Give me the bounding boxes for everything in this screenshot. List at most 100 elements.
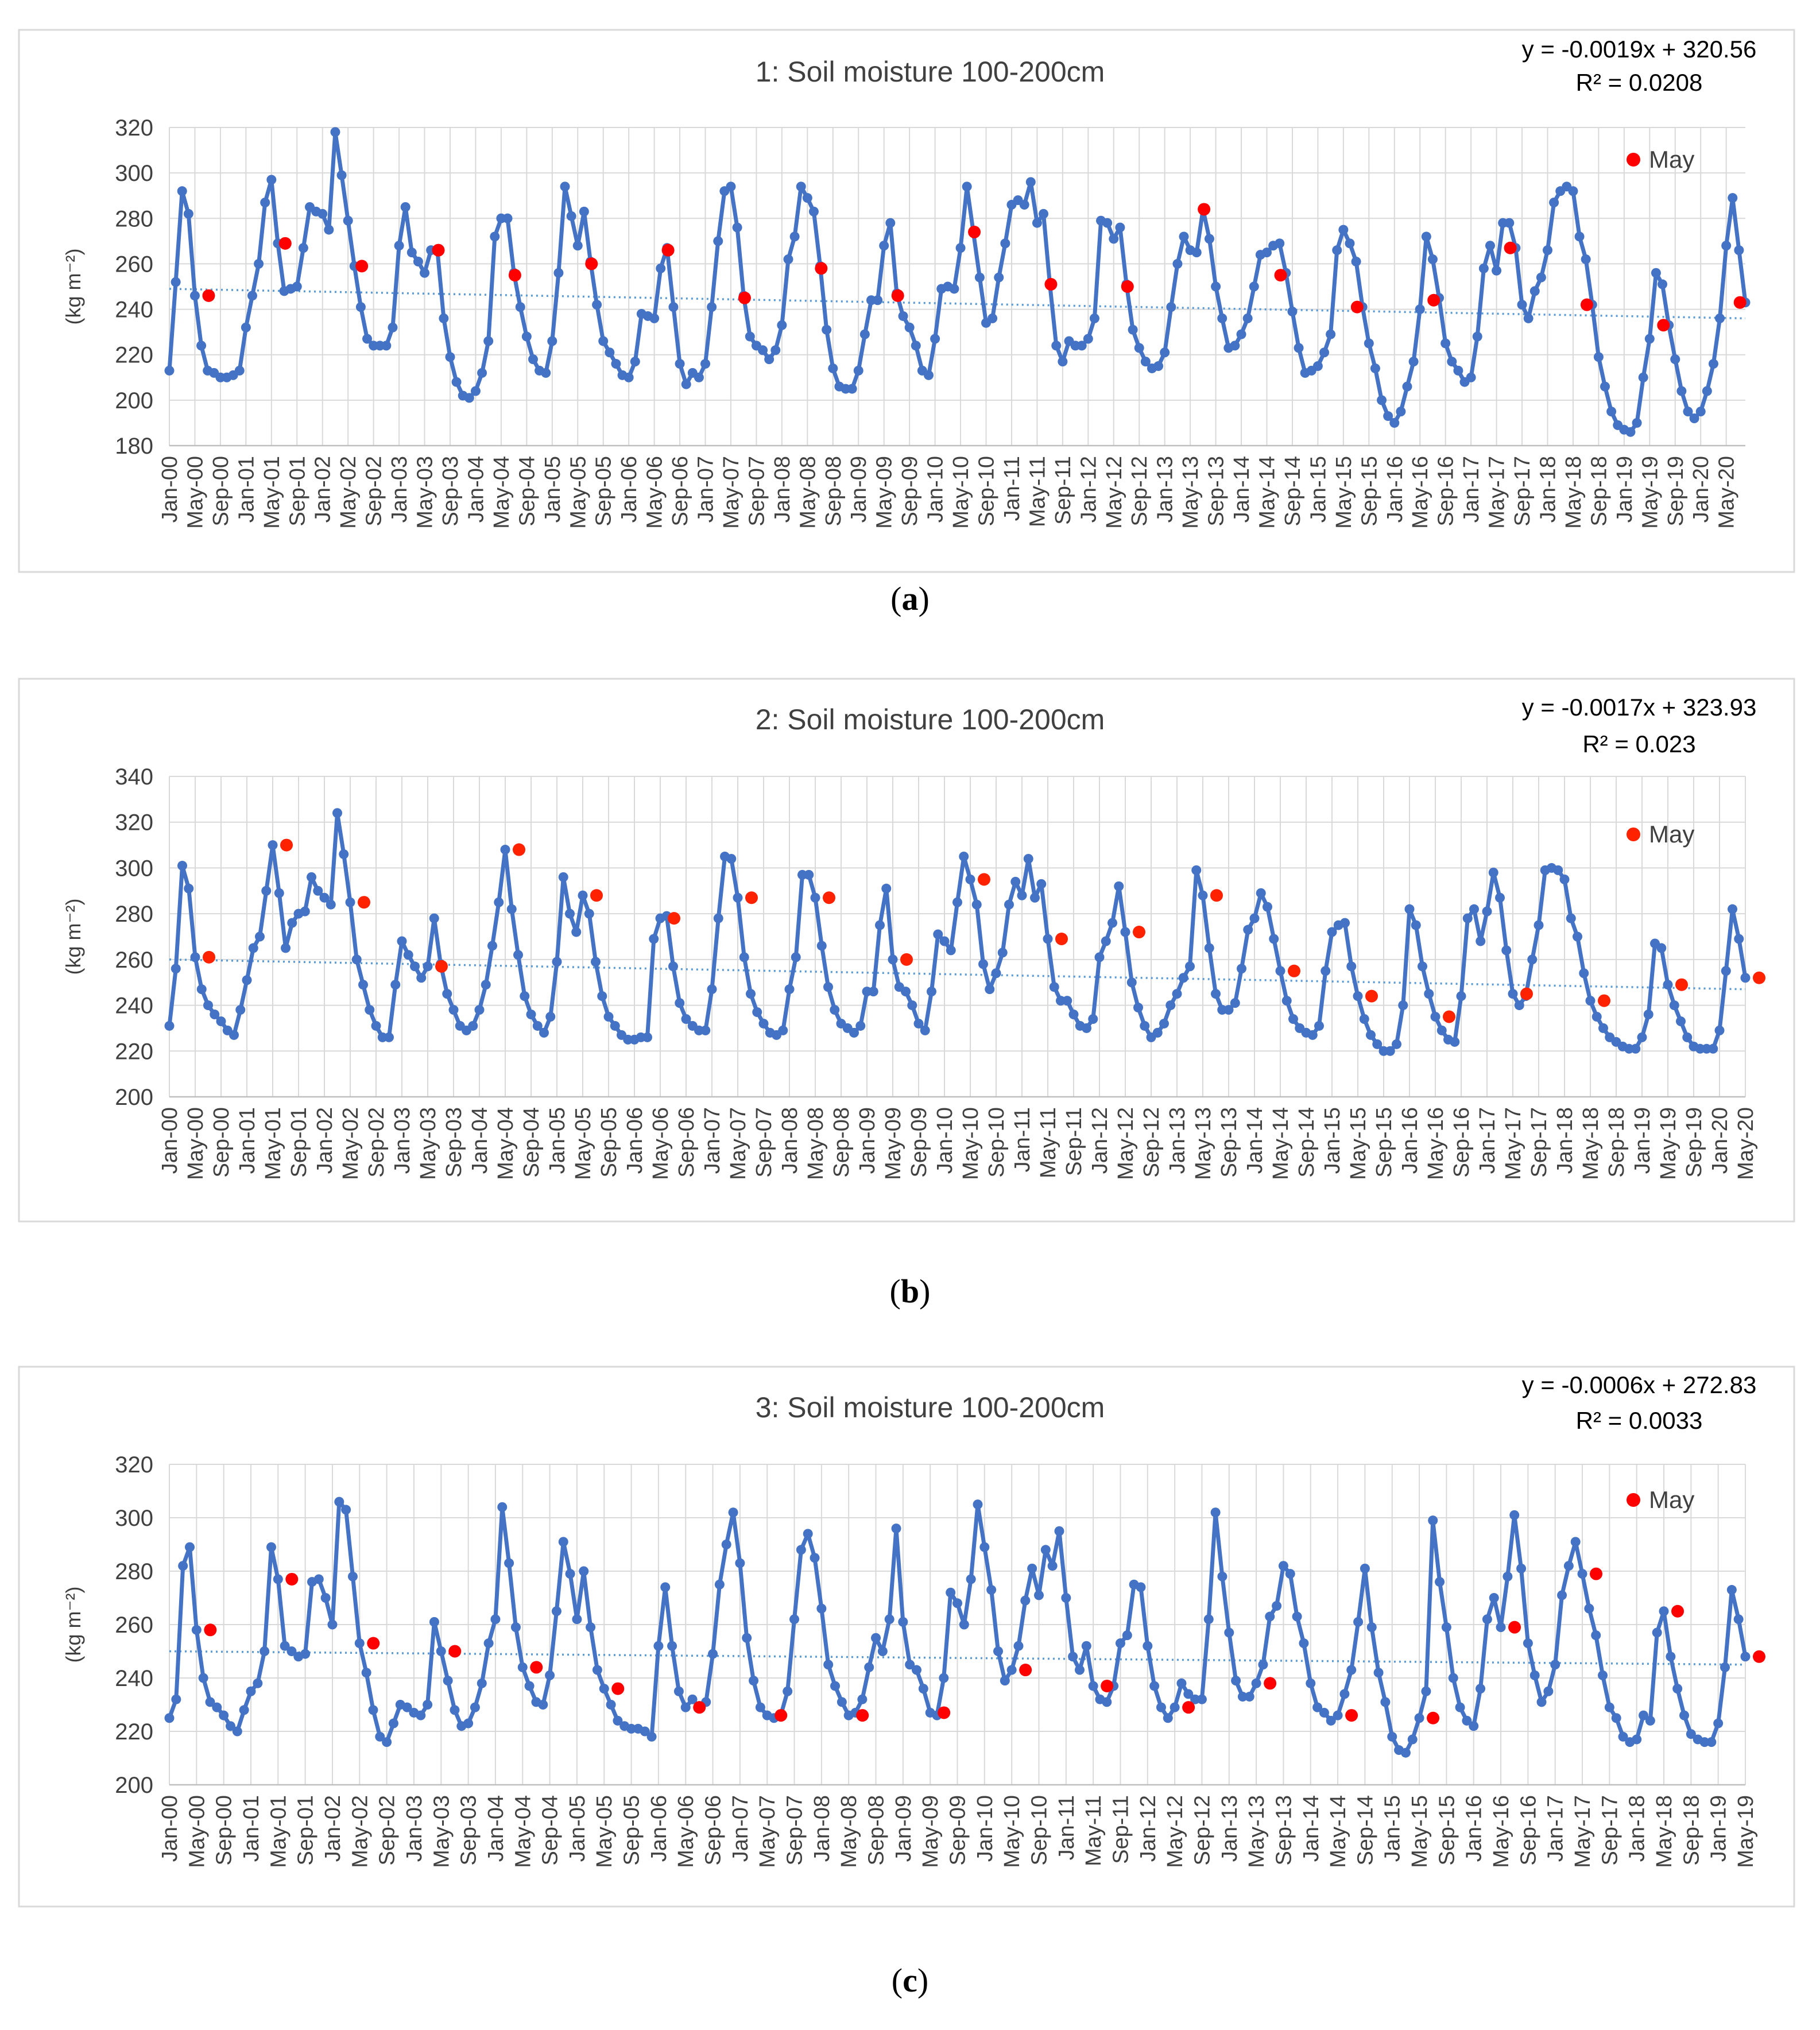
data-point: [254, 258, 264, 269]
data-point: [1695, 407, 1706, 417]
data-point: [952, 1598, 962, 1608]
data-point: [1372, 1039, 1383, 1049]
data-point: [164, 1713, 175, 1723]
y-axis-title: (kg m⁻²): [61, 249, 85, 325]
may-point: [585, 257, 598, 270]
data-point: [390, 980, 401, 990]
data-point: [1663, 980, 1673, 990]
x-tick-label: May-16: [1408, 456, 1432, 529]
data-point: [1346, 961, 1357, 972]
data-point: [1272, 1600, 1282, 1611]
data-point: [1469, 1721, 1479, 1731]
data-point: [1231, 1676, 1241, 1686]
data-point: [1292, 1611, 1302, 1622]
data-point: [1658, 279, 1668, 289]
data-point: [334, 1497, 344, 1507]
data-point: [1428, 1515, 1438, 1526]
x-tick-label: Sep-03: [457, 1795, 481, 1866]
data-point: [1170, 1702, 1180, 1712]
data-point: [1230, 998, 1240, 1008]
data-point: [979, 1542, 990, 1552]
x-tick-label: Jan-19: [1707, 1795, 1731, 1862]
data-point: [1265, 1611, 1275, 1622]
x-tick-label: May-09: [881, 1107, 905, 1180]
data-point: [1153, 361, 1164, 371]
data-point: [362, 334, 373, 344]
data-point: [358, 980, 368, 990]
data-point: [1728, 193, 1738, 203]
data-point: [196, 341, 207, 351]
trend-equation: y = -0.0017x + 323.93: [1522, 694, 1757, 721]
x-tick-label: May-16: [1424, 1107, 1448, 1180]
data-point: [1269, 934, 1279, 944]
data-point: [1058, 357, 1068, 367]
data-point: [420, 268, 430, 278]
data-point: [789, 231, 800, 242]
data-point: [823, 982, 833, 992]
data-point: [1242, 313, 1253, 323]
data-point: [1023, 853, 1033, 864]
data-point: [694, 372, 704, 382]
data-point: [307, 872, 316, 882]
data-point: [605, 347, 615, 358]
data-point: [707, 302, 717, 312]
data-point: [189, 291, 200, 301]
may-point: [968, 226, 981, 239]
data-point: [510, 1622, 521, 1633]
data-point: [1043, 934, 1053, 944]
data-point: [1585, 996, 1596, 1006]
data-point: [1686, 1729, 1696, 1739]
data-point: [1115, 1638, 1125, 1649]
data-point: [579, 1566, 589, 1576]
data-point: [443, 1676, 453, 1686]
data-point: [210, 1010, 220, 1020]
data-point: [959, 852, 969, 861]
data-point: [1591, 1012, 1602, 1022]
data-point: [490, 231, 500, 242]
data-point: [1529, 1670, 1540, 1680]
data-point: [1249, 913, 1260, 923]
x-tick-label: Sep-08: [865, 1795, 889, 1866]
data-point: [1115, 222, 1125, 233]
data-point: [177, 186, 187, 196]
x-tick-label: May-13: [1245, 1795, 1269, 1868]
data-point: [668, 302, 679, 312]
data-point: [1360, 1563, 1370, 1573]
data-point: [1172, 258, 1183, 269]
data-point: [184, 883, 194, 894]
x-tick-label: Jan-10: [973, 1795, 997, 1862]
data-point: [571, 927, 582, 937]
series-line: [167, 130, 1748, 434]
data-point: [1339, 1689, 1350, 1699]
may-point: [448, 1645, 462, 1658]
y-tick-label: 200: [115, 1773, 153, 1798]
x-tick-label: Sep-11: [1051, 456, 1075, 525]
x-tick-label: May-18: [1562, 456, 1586, 529]
may-point: [1443, 1010, 1455, 1023]
data-point: [988, 313, 998, 323]
data-point: [1183, 1689, 1194, 1699]
data-point: [997, 948, 1008, 958]
data-point: [410, 961, 420, 972]
data-point: [171, 277, 181, 287]
data-point: [1536, 272, 1546, 283]
x-tick-label: Jan-17: [1459, 456, 1484, 523]
x-tick-label: Sep-10: [985, 1107, 1009, 1178]
data-point: [1000, 238, 1010, 249]
data-point: [234, 365, 245, 376]
data-point: [1488, 867, 1498, 877]
y-tick-label: 220: [115, 1039, 153, 1064]
data-point: [261, 886, 272, 896]
data-point: [402, 1702, 412, 1712]
data-point: [1706, 1737, 1717, 1747]
data-point: [1387, 1731, 1397, 1742]
data-point: [853, 365, 863, 376]
data-point: [547, 336, 557, 346]
data-point: [552, 957, 562, 967]
x-tick-label: May-12: [1163, 1795, 1187, 1868]
data-point: [487, 941, 497, 951]
data-point: [1136, 1582, 1146, 1592]
x-tick-label: Sep-14: [1295, 1107, 1319, 1178]
data-point: [667, 1641, 677, 1651]
data-point: [442, 989, 452, 999]
